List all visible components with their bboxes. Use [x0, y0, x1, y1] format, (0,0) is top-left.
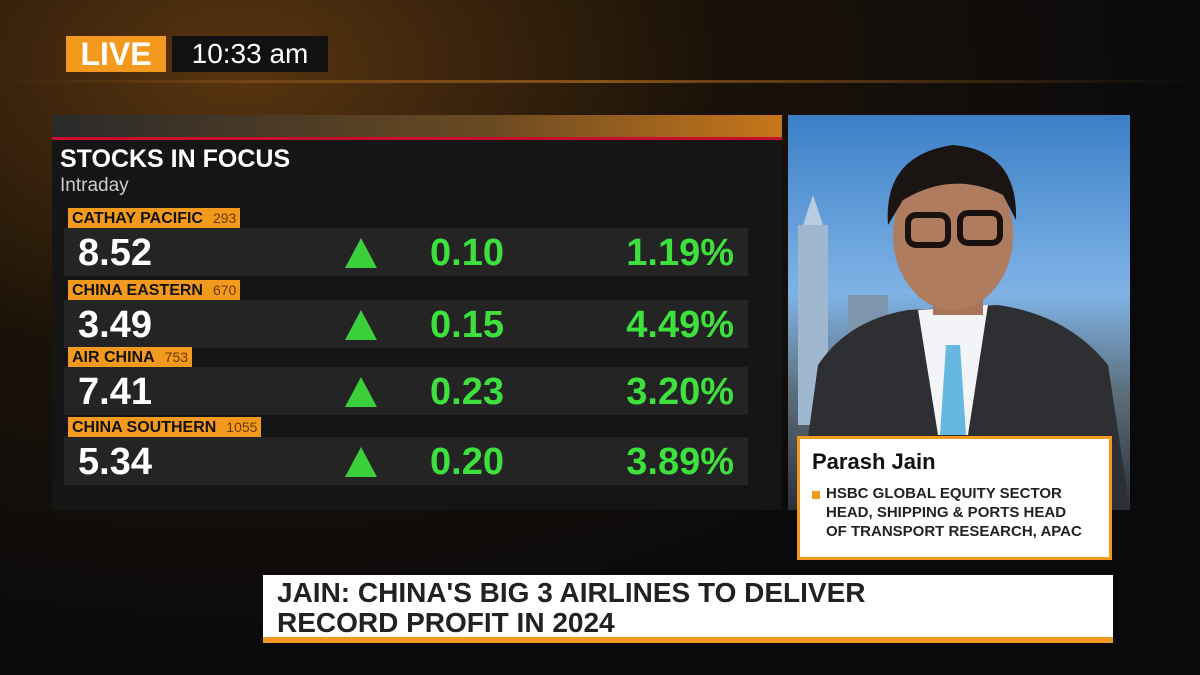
time: 10:33 am	[172, 36, 328, 72]
stock-change: 0.15	[430, 304, 504, 346]
stock-percent: 1.19%	[626, 232, 734, 274]
stock-name: AIR CHINA	[72, 349, 155, 366]
stock-price: 3.49	[78, 304, 152, 346]
stock-change: 0.23	[430, 371, 504, 413]
panel-title: STOCKS IN FOCUS	[60, 145, 291, 173]
guest-title-line: OF TRANSPORT RESEARCH, APAC	[826, 523, 1082, 540]
stock-name: CATHAY PACIFIC	[72, 210, 203, 227]
stock-tag: CHINA SOUTHERN 1055	[68, 417, 262, 437]
stock-price: 5.34	[78, 441, 152, 483]
stock-name: CHINA EASTERN	[72, 282, 203, 299]
stock-tag: AIR CHINA 753	[68, 347, 193, 367]
stock-code: 293	[212, 210, 237, 226]
guest-card: Parash Jain HSBC GLOBAL EQUITY SECTOR HEA…	[797, 436, 1112, 560]
stock-row: 3.49 0.15 4.49%	[64, 300, 748, 348]
stock-tag: CATHAY PACIFIC 293	[68, 208, 241, 228]
title-bullet	[812, 491, 820, 499]
stock-percent: 4.49%	[626, 304, 734, 346]
stock-change: 0.10	[430, 232, 504, 274]
headline-line: RECORD PROFIT IN 2024	[277, 607, 615, 638]
stock-row: 5.34 0.20 3.89%	[64, 437, 748, 485]
up-arrow	[345, 238, 377, 268]
headline-line: JAIN: CHINA'S BIG 3 AIRLINES TO DELIVER	[277, 577, 866, 608]
up-arrow	[345, 310, 377, 340]
stock-row: 8.52 0.10 1.19%	[64, 228, 748, 276]
guest-title-line: HSBC GLOBAL EQUITY SECTOR	[826, 485, 1062, 502]
guest-name: Parash Jain	[812, 449, 936, 474]
panel-header-bar	[52, 115, 782, 137]
panel-rule	[52, 137, 782, 140]
up-arrow	[345, 377, 377, 407]
stock-price: 8.52	[78, 232, 152, 274]
guest-title-line: HEAD, SHIPPING & PORTS HEAD	[826, 504, 1067, 521]
stocks-panel: STOCKS IN FOCUS Intraday CATHAY PACIFIC 2…	[52, 115, 782, 510]
stock-name: CHINA SOUTHERN	[72, 419, 217, 436]
stock-percent: 3.89%	[626, 441, 734, 483]
headline-bar: JAIN: CHINA'S BIG 3 AIRLINES TO DELIVER R…	[263, 575, 1113, 643]
stock-tag: CHINA EASTERN 670	[68, 280, 241, 300]
stock-change: 0.20	[430, 441, 504, 483]
stock-price: 7.41	[78, 371, 152, 413]
up-arrow	[345, 447, 377, 477]
panel-subtitle: Intraday	[60, 175, 129, 196]
light-streak	[0, 80, 1200, 83]
stock-percent: 3.20%	[626, 371, 734, 413]
stock-row: 7.41 0.23 3.20%	[64, 367, 748, 415]
stock-code: 1055	[226, 419, 258, 435]
stock-code: 670	[212, 282, 237, 298]
live-badge: LIVE	[66, 36, 166, 72]
stock-code: 753	[164, 349, 189, 365]
